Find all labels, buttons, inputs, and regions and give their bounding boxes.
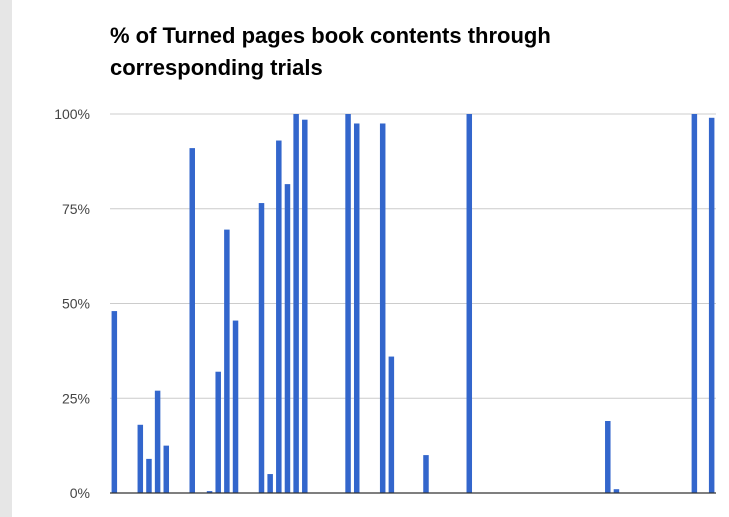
- bar: [345, 114, 351, 493]
- y-tick-label: 100%: [54, 106, 90, 122]
- y-tick-label: 25%: [62, 390, 90, 406]
- bar: [206, 491, 213, 493]
- y-tick-label: 75%: [62, 201, 90, 217]
- y-tick-label: 0%: [70, 485, 90, 501]
- bar: [353, 123, 360, 493]
- bar: [215, 371, 221, 493]
- bar: [613, 489, 620, 493]
- bar: [302, 119, 308, 493]
- bar: [224, 229, 230, 493]
- bar: [163, 445, 170, 494]
- bar: [293, 114, 299, 493]
- bar: [284, 184, 291, 493]
- bar: [379, 123, 386, 493]
- bar: [137, 424, 144, 493]
- gridlines: [110, 113, 716, 399]
- bar: [466, 114, 473, 493]
- bars: [111, 114, 715, 494]
- bar-chart: 0% 25% 50% 75% 100%: [54, 106, 716, 501]
- bar: [232, 320, 239, 493]
- bar: [189, 148, 195, 494]
- bar: [605, 420, 611, 493]
- chart-title: % of Turned pages book contents through …: [110, 23, 551, 80]
- bar: [146, 458, 152, 493]
- bar: [423, 455, 429, 493]
- y-tick-label: 50%: [62, 296, 90, 312]
- bar: [258, 203, 265, 493]
- bar: [267, 474, 273, 493]
- bar: [388, 356, 395, 493]
- bar: [276, 140, 282, 493]
- bar: [154, 390, 161, 493]
- bar: [708, 117, 715, 493]
- chart-card: % of Turned pages book contents through …: [12, 0, 729, 517]
- bar: [691, 114, 698, 493]
- bar: [111, 311, 118, 493]
- y-axis-ticks: 0% 25% 50% 75% 100%: [54, 106, 90, 501]
